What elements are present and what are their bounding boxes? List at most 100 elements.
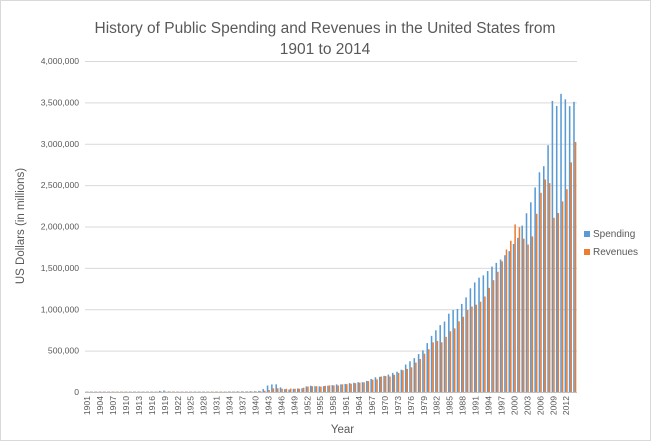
bar-spending-1980: [426, 343, 429, 392]
bar-revenues-1975: [406, 368, 408, 392]
bar-revenues-1981: [432, 342, 434, 392]
bar-spending-1995: [491, 266, 493, 392]
bar-spending-2013: [568, 106, 571, 393]
bar-revenues-1977: [415, 362, 417, 392]
legend-item-spending: Spending: [584, 225, 638, 243]
x-tick-label: 1973: [393, 396, 403, 415]
bar-spending-1979: [422, 350, 424, 392]
x-tick-label: 1976: [406, 396, 416, 415]
bar-revenues-1988: [462, 316, 465, 392]
x-tick-label: 1934: [225, 396, 235, 415]
bar-revenues-1976: [410, 367, 413, 392]
bar-revenues-2008: [548, 183, 551, 392]
bar-spending-1954: [314, 386, 316, 392]
bar-revenues-1949: [294, 388, 296, 392]
bar-revenues-2013: [570, 162, 572, 392]
bar-spending-1965: [361, 382, 364, 392]
bar-revenues-1982: [436, 340, 439, 392]
x-tick-label: 1925: [186, 396, 196, 415]
bar-revenues-1957: [328, 385, 331, 392]
x-tick-label: 1913: [134, 396, 144, 415]
bar-spending-1977: [413, 358, 416, 392]
bar-spending-1949: [292, 388, 295, 392]
bar-spending-1997: [499, 259, 502, 392]
bar-revenues-1951: [302, 387, 305, 392]
bar-spending-1973: [396, 371, 398, 392]
bar-revenues-1997: [501, 261, 503, 392]
x-tick-label: 1928: [199, 396, 209, 415]
legend-label-revenues: Revenues: [593, 246, 639, 258]
bar-revenues-1994: [488, 287, 490, 392]
bar-revenues-1955: [320, 386, 322, 392]
bar-spending-2003: [525, 213, 528, 392]
bar-revenues-1965: [363, 382, 365, 392]
bar-spending-1972: [391, 372, 394, 392]
bar-spending-1959: [335, 384, 338, 392]
legend: Spending Revenues: [584, 225, 638, 261]
bar-spending-2002: [521, 225, 523, 392]
legend-swatch-spending: [584, 231, 590, 237]
bar-spending-1945: [275, 384, 277, 392]
bar-spending-1956: [322, 386, 325, 392]
bar-spending-1975: [404, 364, 407, 392]
x-tick-label: 1907: [108, 396, 118, 415]
bar-revenues-2011: [561, 201, 564, 392]
bar-spending-1998: [504, 255, 506, 392]
bar-revenues-2000: [514, 224, 516, 392]
bar-revenues-2003: [527, 244, 529, 392]
bar-spending-1953: [309, 385, 312, 392]
bar-revenues-2010: [557, 213, 560, 392]
bar-revenues-1959: [337, 385, 339, 392]
bar-revenues-1947: [285, 388, 288, 392]
x-tick-label: 1982: [432, 396, 442, 415]
bar-spending-1943: [266, 385, 269, 392]
bar-spending-1944: [271, 384, 273, 392]
bar-spending-1952: [305, 386, 308, 392]
bar-spending-2006: [538, 172, 541, 392]
bar-spending-1985: [448, 313, 450, 392]
bar-spending-1962: [348, 383, 351, 392]
x-tick-label: 1940: [250, 396, 260, 415]
chart-title: History of Public Spending and Revenues …: [94, 20, 556, 58]
bar-revenues-1939: [251, 391, 253, 392]
bar-spending-1976: [409, 361, 411, 392]
legend-swatch-revenues: [584, 249, 590, 255]
bar-spending-2001: [517, 237, 519, 392]
bar-revenues-1940: [255, 391, 257, 392]
bar-revenues-1961: [346, 384, 348, 392]
bar-revenues-1999: [510, 240, 512, 392]
bar-spending-1989: [465, 297, 467, 392]
bar-revenues-2005: [535, 213, 538, 392]
bar-revenues-1954: [315, 386, 318, 392]
y-tick-label: 2,000,000: [41, 222, 79, 232]
bar-revenues-1960: [341, 384, 344, 392]
bar-spending-1978: [417, 354, 420, 392]
bar-revenues-1971: [389, 376, 391, 392]
x-tick-label: 1958: [328, 396, 338, 415]
bar-spending-1955: [318, 386, 321, 392]
x-tick-label: 1901: [82, 396, 92, 415]
legend-label-spending: Spending: [593, 228, 636, 240]
bar-spending-1920: [167, 391, 170, 392]
x-tick-label: 1970: [380, 396, 390, 415]
bar-revenues-2007: [544, 179, 547, 392]
y-tick-label: 1,000,000: [41, 304, 79, 314]
bar-spending-1942: [262, 389, 265, 392]
bar-spending-2014: [573, 101, 575, 392]
bar-spending-1957: [327, 385, 329, 392]
bar-spending-1947: [284, 389, 286, 392]
bar-spending-1940: [253, 391, 256, 392]
bar-revenues-2014: [574, 141, 577, 392]
x-tick-label: 1904: [95, 396, 105, 415]
x-tick-label: 1961: [341, 396, 351, 415]
bar-spending-1948: [288, 389, 290, 392]
x-tick-label: 1955: [315, 396, 325, 415]
bar-spending-1971: [387, 374, 390, 392]
x-tick-label: 1949: [289, 396, 299, 415]
bar-spending-1982: [435, 330, 437, 392]
bar-spending-1937: [240, 391, 243, 392]
bar-revenues-1966: [367, 381, 370, 392]
bar-spending-2007: [542, 166, 545, 392]
bar-revenues-2012: [566, 189, 568, 392]
